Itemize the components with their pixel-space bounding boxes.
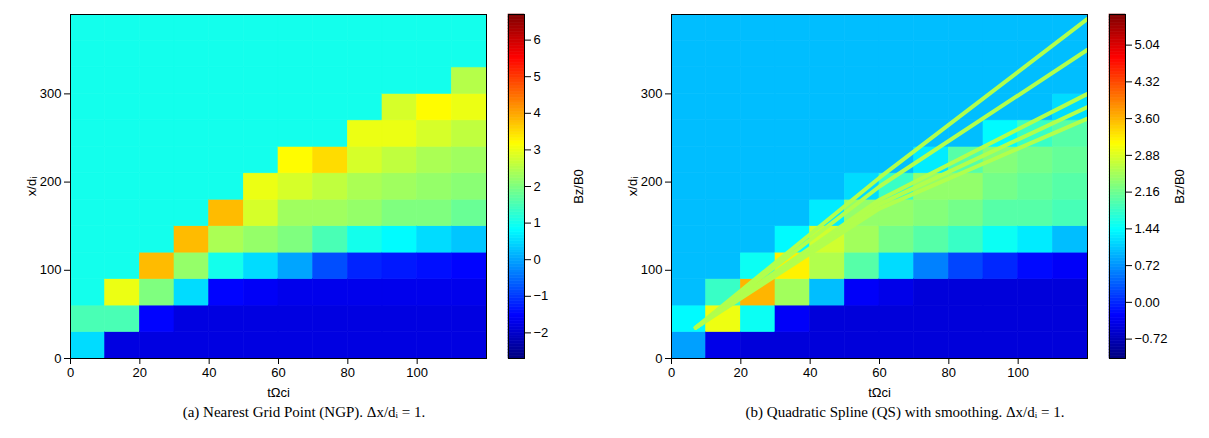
svg-text:2: 2 [534,179,541,194]
svg-text:6: 6 [534,32,541,47]
svg-text:tΩci: tΩci [267,385,290,400]
svg-text:80: 80 [341,365,355,380]
html-text:(a) Nearest Grid Point (NGP).: (a) Nearest Grid Point (NGP). Δx/dᵢ = 1. [182,404,426,420]
svg-text:80: 80 [942,365,956,380]
svg-text:20: 20 [133,365,147,380]
svg-text:300: 300 [641,86,663,101]
svg-text:1.44: 1.44 [1135,221,1160,236]
svg-text:0: 0 [67,365,74,380]
svg-text:−2: −2 [534,325,549,340]
svg-text:tΩci: tΩci [868,385,891,400]
svg-text:100: 100 [40,262,62,277]
svg-text:3: 3 [534,142,541,157]
svg-text:300: 300 [40,86,62,101]
svg-text:0: 0 [668,365,675,380]
svg-text:20: 20 [734,365,748,380]
svg-text:100: 100 [641,262,663,277]
svg-text:5.04: 5.04 [1135,37,1160,52]
svg-text:−1: −1 [534,288,549,303]
svg-text:60: 60 [872,365,886,380]
svg-text:3.60: 3.60 [1135,111,1160,126]
html-text:(b) Quadratic Spline (QS) with: (b) Quadratic Spline (QS) with smoothing… [745,404,1065,420]
svg-text:1: 1 [534,215,541,230]
svg-text:2.88: 2.88 [1135,148,1160,163]
svg-text:0.00: 0.00 [1135,295,1160,310]
svg-text:40: 40 [202,365,216,380]
svg-text:4.32: 4.32 [1135,74,1160,89]
svg-text:x/dᵢ: x/dᵢ [625,177,640,196]
svg-text:Bz/B0: Bz/B0 [571,169,586,204]
svg-text:−0.72: −0.72 [1135,331,1168,346]
svg-text:100: 100 [1007,365,1029,380]
svg-text:x/dᵢ: x/dᵢ [24,177,39,196]
svg-text:100: 100 [406,365,428,380]
svg-text:Bz/B0: Bz/B0 [1172,169,1187,204]
svg-text:0: 0 [655,351,662,366]
svg-text:0.72: 0.72 [1135,258,1160,273]
svg-text:200: 200 [641,174,663,189]
svg-text:60: 60 [271,365,285,380]
svg-text:2.16: 2.16 [1135,184,1160,199]
svg-text:0: 0 [54,351,61,366]
svg-text:5: 5 [534,69,541,84]
svg-text:0: 0 [534,252,541,267]
svg-text:200: 200 [40,174,62,189]
svg-text:40: 40 [803,365,817,380]
svg-text:4: 4 [534,105,541,120]
